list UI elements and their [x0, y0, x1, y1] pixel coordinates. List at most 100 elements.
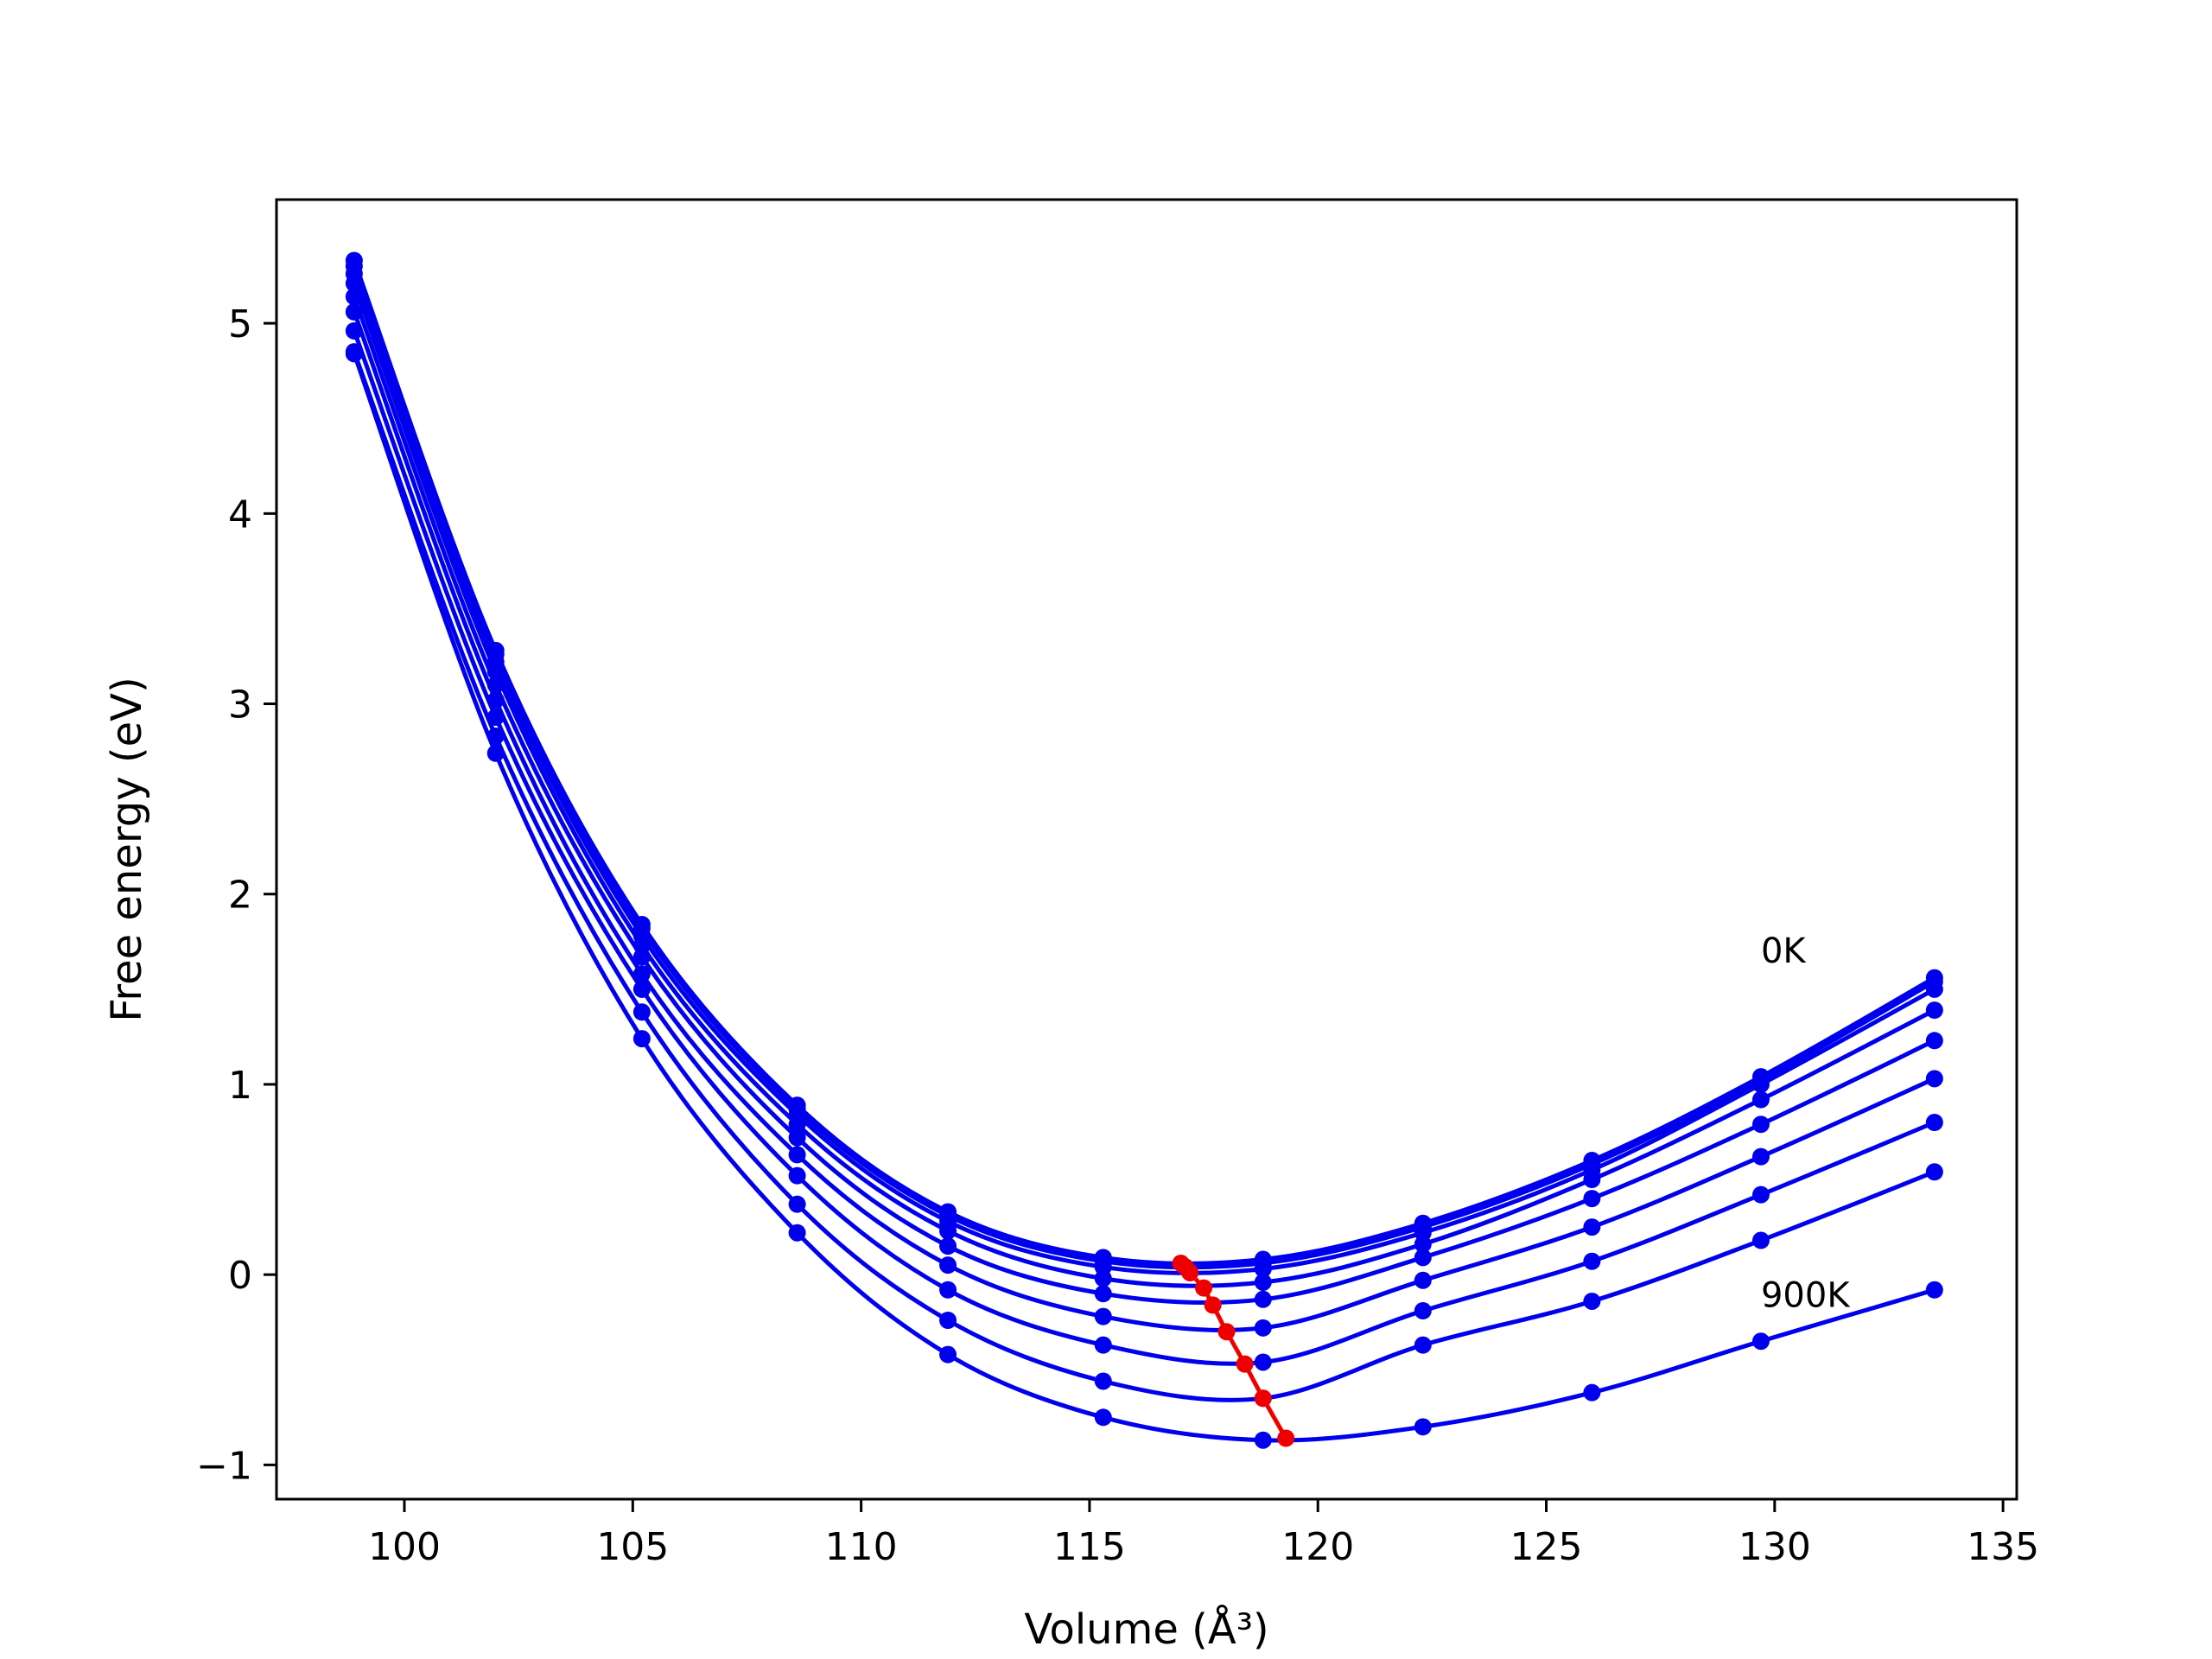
data-point [1925, 1113, 1943, 1131]
data-point [486, 663, 505, 681]
x-tick-label: 100 [368, 1525, 441, 1569]
minimum-point [1204, 1296, 1222, 1314]
data-point [1414, 1235, 1432, 1253]
data-point [1925, 980, 1943, 998]
data-point [486, 691, 505, 709]
data-point [632, 980, 651, 998]
minima-path [1172, 1254, 1295, 1447]
data-point [1751, 1075, 1770, 1093]
x-axis-ticks: 100 105 110 115 120 125 130 135 [368, 1499, 2039, 1569]
data-point [1583, 1190, 1601, 1208]
minimum-point [1181, 1263, 1199, 1281]
data-point [788, 1224, 806, 1242]
minimum-point [1254, 1389, 1272, 1408]
data-point [486, 744, 505, 762]
data-point [939, 1312, 957, 1330]
y-tick-label: 3 [228, 683, 252, 728]
series-line-2 [352, 264, 1937, 1270]
y-tick-label: 4 [228, 493, 252, 537]
x-tick-label: 115 [1053, 1525, 1126, 1569]
data-point [939, 1237, 957, 1255]
data-point [1094, 1372, 1112, 1390]
data-point [1583, 1292, 1601, 1310]
data-point [486, 727, 505, 745]
data-point [1751, 1147, 1770, 1166]
data-point [1254, 1431, 1272, 1449]
series-curves [352, 258, 1937, 1443]
data-point [632, 1030, 651, 1048]
data-point [1583, 1171, 1601, 1189]
y-axis-ticks: −1 0 1 2 3 4 5 [196, 302, 276, 1488]
data-point [1751, 1185, 1770, 1204]
data-point [788, 1146, 806, 1164]
data-point [345, 288, 363, 306]
minimum-point [1277, 1429, 1295, 1447]
data-point [632, 965, 651, 983]
series-line-4 [352, 281, 1937, 1288]
data-point [939, 1256, 957, 1274]
data-point [1094, 1336, 1112, 1354]
x-tick-label: 125 [1510, 1525, 1583, 1569]
data-point [788, 1116, 806, 1134]
data-point [1414, 1271, 1432, 1289]
y-tick-label: −1 [196, 1444, 252, 1488]
temperature-annotation: 0K [1761, 931, 1807, 971]
data-point [1094, 1307, 1112, 1325]
data-point [1751, 1332, 1770, 1351]
series-line-3 [352, 271, 1937, 1275]
data-point [345, 274, 363, 292]
data-point [1925, 1281, 1943, 1299]
data-point [486, 676, 505, 694]
series-markers [345, 251, 1943, 1449]
x-tick-label: 105 [596, 1525, 669, 1569]
x-axis-label: Volume (Å³) [1024, 1605, 1268, 1654]
data-point [1583, 1218, 1601, 1236]
data-point [788, 1128, 806, 1147]
x-tick-label: 130 [1738, 1525, 1811, 1569]
data-point [1751, 1231, 1770, 1249]
data-point [939, 1222, 957, 1240]
data-point [1254, 1273, 1272, 1291]
data-point [345, 345, 363, 363]
data-point [1925, 1001, 1943, 1020]
data-point [788, 1166, 806, 1185]
data-point [1254, 1260, 1272, 1278]
series-line-7 [352, 328, 1937, 1366]
data-point [1583, 1252, 1601, 1270]
curve-annotations: 0K 900K [1761, 931, 1851, 1316]
data-point [632, 1003, 651, 1021]
data-point [1925, 1032, 1943, 1050]
data-point [1094, 1408, 1112, 1427]
data-point [1925, 1070, 1943, 1088]
x-tick-label: 120 [1281, 1525, 1354, 1569]
data-point [1254, 1353, 1272, 1371]
plot-frame [275, 198, 2018, 1501]
x-tick-label: 135 [1967, 1525, 2039, 1569]
data-point [1414, 1418, 1432, 1436]
data-point [1254, 1319, 1272, 1337]
data-point [939, 1345, 957, 1363]
y-tick-label: 1 [228, 1064, 252, 1108]
data-point [1414, 1301, 1432, 1319]
data-point [1094, 1269, 1112, 1287]
data-point [486, 708, 505, 726]
data-point [1751, 1090, 1770, 1109]
data-point [345, 302, 363, 321]
data-point [1414, 1336, 1432, 1354]
data-point [1254, 1290, 1272, 1308]
series-line-8 [352, 349, 1937, 1402]
data-point [632, 948, 651, 966]
minimum-point [1195, 1279, 1213, 1297]
series-line-5 [352, 294, 1937, 1306]
series-line-9 [352, 351, 1937, 1443]
temperature-annotation: 900K [1761, 1276, 1851, 1316]
data-point [788, 1195, 806, 1213]
data-point [1751, 1116, 1770, 1134]
data-point [1925, 1163, 1943, 1181]
series-line-6 [352, 309, 1937, 1332]
data-point [1094, 1285, 1112, 1303]
minimum-point [1236, 1355, 1254, 1373]
y-tick-label: 5 [228, 302, 252, 346]
x-tick-label: 110 [825, 1525, 898, 1569]
